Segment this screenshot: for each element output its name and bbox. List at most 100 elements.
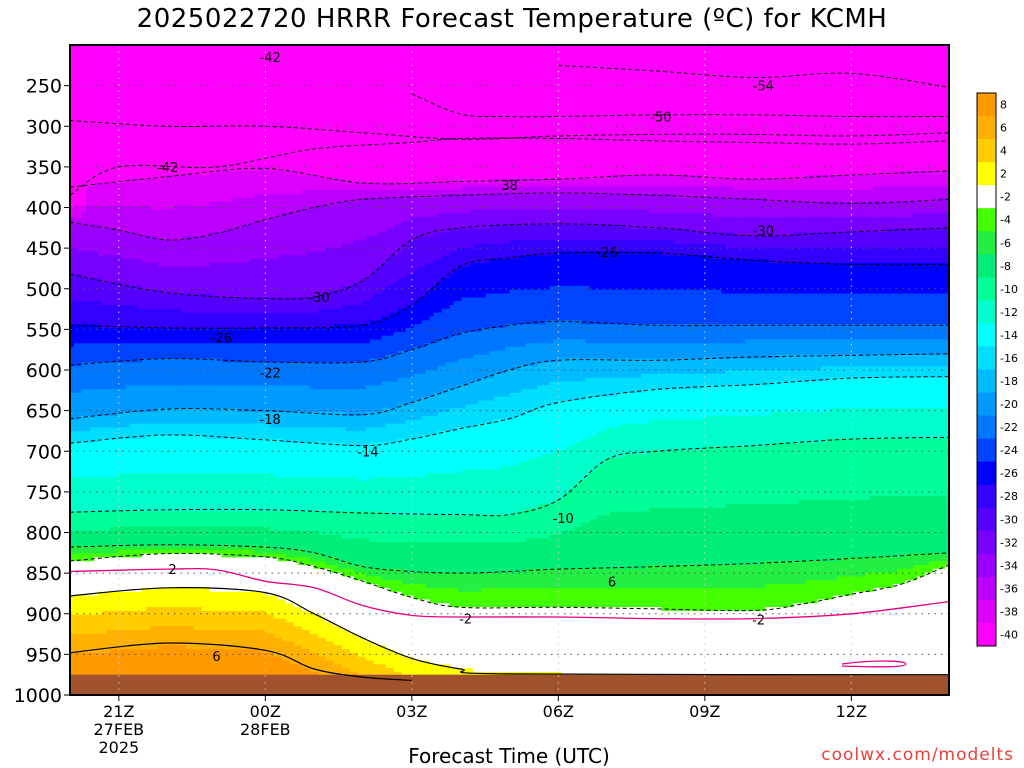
temperature-cell <box>921 354 926 367</box>
temperature-cell <box>737 178 742 191</box>
temperature-cell <box>573 285 579 321</box>
temperature-cell <box>177 645 183 695</box>
temperature-cell <box>745 339 750 360</box>
temperature-cell <box>685 213 690 230</box>
temperature-cell <box>733 190 738 199</box>
temperature-cell <box>93 511 99 532</box>
temperature-cell <box>437 232 443 260</box>
temperature-cell <box>829 599 834 677</box>
temperature-cell <box>505 542 511 574</box>
temperature-cell <box>289 312 295 329</box>
temperature-cell <box>89 477 95 513</box>
temperature-cell <box>573 320 579 341</box>
temperature-cell <box>129 438 135 474</box>
temperature-cell <box>625 392 630 425</box>
temperature-cell <box>305 412 311 428</box>
temperature-cell <box>865 591 870 677</box>
temperature-cell <box>229 511 235 528</box>
temperature-cell <box>629 240 634 253</box>
temperature-cell <box>369 358 375 386</box>
temperature-cell <box>477 45 483 184</box>
temperature-cell <box>209 45 215 172</box>
temperature-cell <box>117 232 123 256</box>
temperature-cell <box>397 404 403 425</box>
temperature-cell <box>233 297 239 314</box>
temperature-cell <box>609 251 614 291</box>
temperature-cell <box>829 45 834 176</box>
temperature-cell <box>781 247 786 264</box>
temperature-cell <box>521 240 527 256</box>
temperature-cell <box>249 591 255 612</box>
temperature-cell <box>589 240 595 253</box>
temperature-cell <box>709 324 714 344</box>
temperature-cell <box>421 572 427 585</box>
temperature-cell <box>773 561 778 585</box>
temperature-cell <box>169 607 175 627</box>
temperature-cell <box>881 557 886 574</box>
temperature-cell <box>293 427 299 444</box>
temperature-cell <box>785 503 790 562</box>
temperature-cell <box>329 572 335 623</box>
temperature-cell <box>433 259 439 287</box>
temperature-cell <box>625 343 630 360</box>
temperature-cell <box>133 545 139 551</box>
temperature-cell <box>74 553 79 562</box>
temperature-cell <box>453 607 459 669</box>
temperature-cell <box>865 262 870 295</box>
temperature-cell <box>625 228 630 241</box>
temperature-cell <box>70 392 75 421</box>
temperature-cell <box>429 343 435 371</box>
temperature-cell <box>149 45 155 180</box>
temperature-cell <box>589 251 595 291</box>
temperature-cell <box>925 262 930 295</box>
temperature-cell <box>885 339 890 356</box>
temperature-cell <box>505 587 511 608</box>
temperature-cell <box>201 327 207 344</box>
temperature-cell <box>577 358 583 383</box>
temperature-cell <box>693 243 698 256</box>
temperature-cell <box>625 324 630 344</box>
temperature-cell <box>153 412 159 425</box>
temperature-cell <box>685 587 690 612</box>
temperature-cell <box>113 389 119 417</box>
temperature-cell <box>161 408 167 425</box>
temperature-cell <box>341 412 347 428</box>
temperature-cell <box>865 175 870 191</box>
temperature-cell <box>469 228 475 249</box>
temperature-cell <box>877 496 882 558</box>
temperature-cell <box>701 358 706 375</box>
temperature-cell <box>505 465 511 516</box>
temperature-cell <box>473 404 479 428</box>
temperature-cell <box>701 419 706 451</box>
temperature-cell <box>165 587 171 608</box>
temperature-cell <box>909 217 914 230</box>
temperature-cell <box>661 45 666 176</box>
temperature-cell <box>941 45 946 172</box>
temperature-cell <box>221 511 227 528</box>
temperature-cell <box>917 354 922 367</box>
temperature-cell <box>489 607 495 673</box>
temperature-cell <box>389 354 395 383</box>
temperature-cell <box>761 561 766 589</box>
temperature-cell <box>921 228 926 249</box>
temperature-cell <box>469 45 475 184</box>
contour-label: -42 <box>157 161 178 176</box>
temperature-cell <box>313 412 319 428</box>
temperature-cell <box>741 610 746 677</box>
temperature-cell <box>117 473 123 513</box>
temperature-cell <box>141 549 147 555</box>
temperature-cell <box>909 580 914 677</box>
temperature-cell <box>533 507 539 539</box>
temperature-cell <box>853 438 858 501</box>
temperature-cell <box>497 542 503 574</box>
temperature-cell <box>609 194 614 211</box>
temperature-cell <box>529 538 535 570</box>
temperature-cell <box>793 232 798 249</box>
temperature-cell <box>741 217 746 237</box>
temperature-cell <box>153 385 159 413</box>
temperature-cell <box>257 473 263 513</box>
temperature-cell <box>269 530 275 551</box>
temperature-cell <box>605 607 610 677</box>
temperature-cell <box>70 324 75 348</box>
temperature-cell <box>365 197 371 237</box>
